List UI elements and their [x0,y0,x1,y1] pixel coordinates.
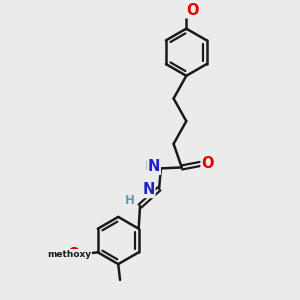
Text: methoxy: methoxy [47,250,91,259]
Text: N: N [142,182,154,197]
Text: methoxy: methoxy [68,252,74,254]
Text: H: H [145,160,154,173]
Text: O: O [201,156,214,171]
Text: O: O [67,247,80,262]
Text: N: N [148,159,160,174]
Text: H: H [125,194,135,207]
Text: methyl: methyl [120,285,125,286]
Text: O: O [186,2,198,17]
